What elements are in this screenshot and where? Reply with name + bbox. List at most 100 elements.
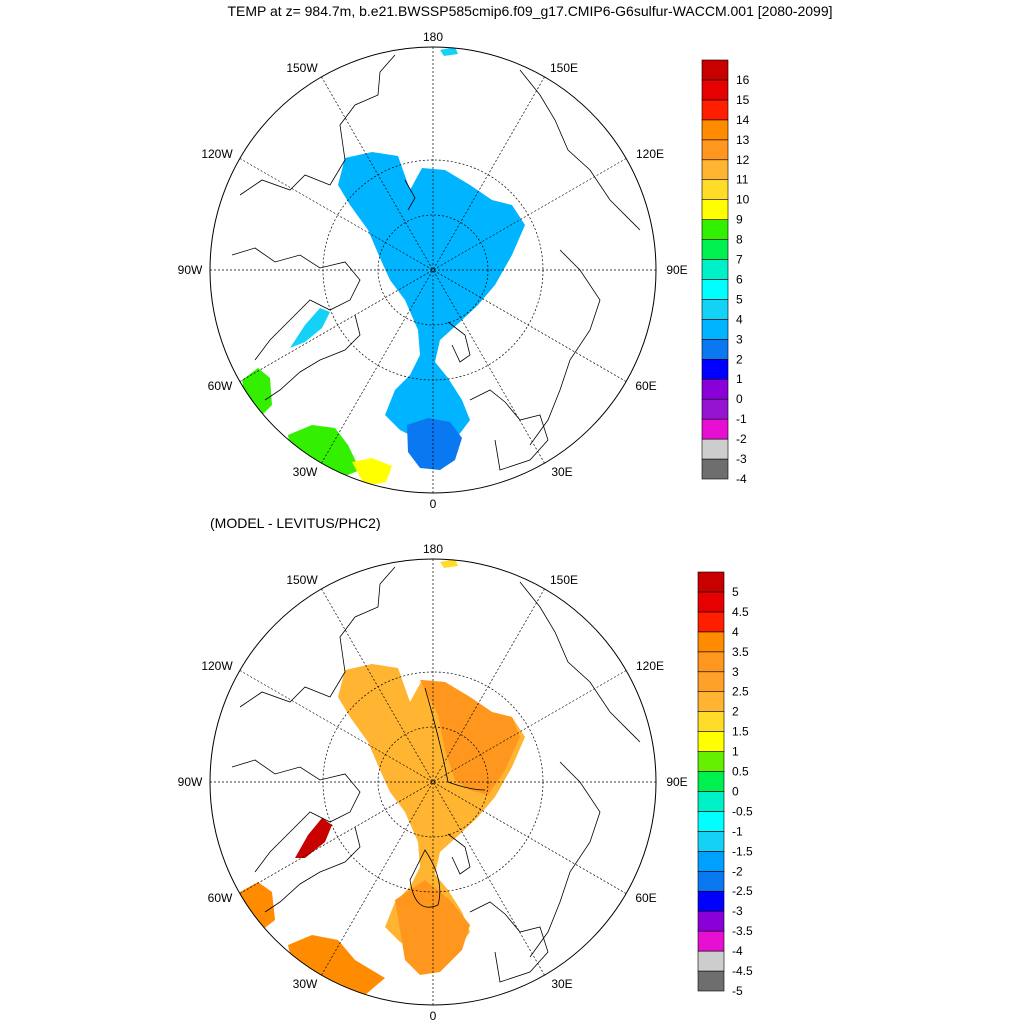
colorbar-tick-label: 3.5 (732, 645, 749, 659)
lon-label-90e: 90E (666, 263, 687, 277)
colorbar-tick-label: -2 (736, 432, 747, 446)
colorbar-tick-label: 4 (736, 312, 743, 326)
labrador-patch (242, 368, 272, 415)
colorbar-swatch (697, 970, 725, 992)
colorbar-swatch (701, 418, 729, 440)
colorbar-tick-label: 3 (732, 665, 739, 679)
colorbar-tick-label: 8 (736, 233, 743, 247)
greenland-sea-orange (395, 880, 470, 975)
colorbar-swatch (701, 279, 729, 300)
colorbar-tick-label: 12 (736, 153, 750, 167)
colorbar-tick-label: 6 (736, 272, 743, 286)
colorbar-swatch (697, 950, 725, 972)
lon-label-120w: 120W (201, 659, 233, 673)
colorbar-tick-label: -2.5 (732, 884, 753, 898)
colorbar-tick-label: 1 (736, 372, 743, 386)
lon-labels-top: 180 150W 150E 120W 120E 90W 90E 60W 60E … (178, 30, 688, 511)
colorbar-swatch (697, 910, 725, 932)
colorbar-tick-label: 5 (736, 292, 743, 306)
colorbar-tick-label: -2 (732, 864, 743, 878)
colorbar-swatch (697, 751, 725, 772)
panel-bottom: (MODEL - LEVITUS/PHC2) (178, 515, 753, 1023)
colorbar-swatch (697, 631, 725, 653)
colorbar-swatch (701, 358, 729, 380)
atlantic-patch-green (288, 425, 360, 478)
pacific-patch-yellow (440, 559, 458, 568)
lon-label-180: 180 (423, 30, 443, 44)
colorbar-tick-label: -3 (736, 452, 747, 466)
lon-label-60e: 60E (635, 379, 656, 393)
colorbar-swatch (697, 870, 725, 892)
greenland-sea-cold (407, 418, 462, 470)
colorbar-tick-label: -1 (732, 824, 743, 838)
map-boundary-top (209, 46, 657, 494)
colorbar-swatch (701, 179, 729, 200)
colorbar-swatch (701, 438, 729, 460)
colorbar-tick-label: 3 (736, 332, 743, 346)
baffin-patch-red (295, 818, 332, 858)
colorbar-swatch (701, 299, 729, 320)
colorbar-swatch (701, 119, 729, 141)
colorbar-swatch (697, 851, 725, 872)
lon-labels-bottom: 180 150W 150E 120W 120E 90W 90E 60W 60E … (178, 542, 688, 1023)
colorbar-swatch (701, 239, 729, 260)
colorbar-swatch (701, 99, 729, 121)
colorbar-swatch (697, 890, 725, 912)
lon-label-90w: 90W (178, 263, 203, 277)
labrador-patch-orange (240, 882, 275, 930)
lon-label-120w: 120W (201, 147, 233, 161)
colorbar-tick-label: 0 (732, 784, 739, 798)
colorbar-swatch (697, 711, 725, 732)
lon-label-30e: 30E (551, 977, 572, 991)
colorbar-swatch (701, 159, 729, 181)
colorbar-tick-label: -4.5 (732, 964, 753, 978)
graticule (210, 559, 656, 1005)
colorbar-tick-label: 0 (736, 392, 743, 406)
colorbar-swatch (697, 571, 725, 593)
colorbar-tick-label: 5 (732, 585, 739, 599)
lon-label-180: 180 (423, 542, 443, 556)
colorbar-tick-label: -3.5 (732, 924, 753, 938)
colorbar-swatch (701, 339, 729, 360)
map-bottom (210, 559, 656, 1005)
colorbar-tick-label: 9 (736, 213, 743, 227)
colorbar-tick-label: 0.5 (732, 765, 749, 779)
lon-label-30w: 30W (293, 977, 318, 991)
colorbar-swatch (701, 259, 729, 280)
colorbar-swatch (701, 398, 729, 420)
colorbar-swatch (701, 59, 729, 81)
colorbar-tick-label: 11 (736, 173, 749, 187)
lon-label-90e: 90E (666, 775, 687, 789)
colorbar-tick-label: 15 (736, 93, 750, 107)
colorbar-swatch (697, 811, 725, 832)
lon-label-150w: 150W (286, 61, 318, 75)
colorbar-swatch (697, 651, 725, 673)
colorbar-tick-label: 2.5 (732, 685, 749, 699)
lon-label-120e: 120E (636, 147, 664, 161)
colorbar-tick-label: -1.5 (732, 844, 753, 858)
colorbar-swatch (697, 930, 725, 952)
map-boundary-bottom (209, 558, 657, 1006)
colorbar-swatch (697, 791, 725, 812)
figure-title: TEMP at z= 984.7m, b.e21.BWSSP585cmip6.f… (227, 3, 832, 19)
lon-label-60w: 60W (208, 379, 233, 393)
lon-label-150w: 150W (286, 573, 318, 587)
colorbar-swatch (701, 139, 729, 161)
colorbar-tick-label: 10 (736, 193, 750, 207)
colorbar-swatch (701, 219, 729, 240)
map-top (210, 47, 656, 493)
colorbar-tick-label: -1 (736, 412, 747, 426)
lon-label-60w: 60W (208, 891, 233, 905)
colorbar-tick-label: 7 (736, 253, 743, 267)
colorbar-tick-label: -0.5 (732, 804, 753, 818)
colorbar-tick-label: 2 (736, 352, 743, 366)
colorbar-tick-label: -4 (736, 472, 747, 486)
colorbar-tick-label: 2 (732, 705, 739, 719)
lon-label-120e: 120E (636, 659, 664, 673)
colorbar-tick-label: 13 (736, 133, 750, 147)
colorbar-tick-label: 1 (732, 745, 739, 759)
colorbar-tick-label: 4.5 (732, 605, 749, 619)
arctic-basin-fill (338, 152, 525, 455)
